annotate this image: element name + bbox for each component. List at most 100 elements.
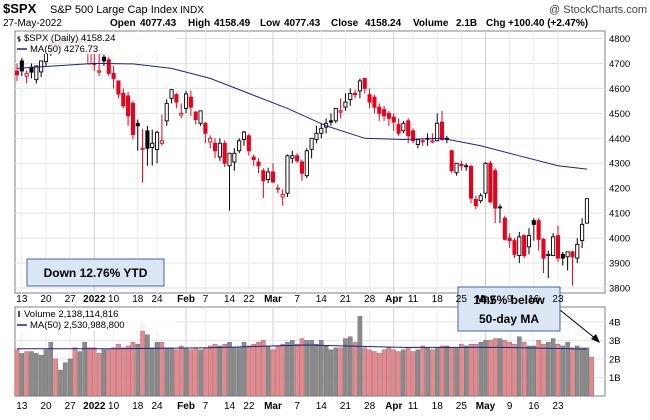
volume-bar bbox=[232, 347, 237, 397]
volume-x-tick-label: 9 bbox=[507, 401, 513, 412]
volume-bar bbox=[140, 323, 145, 397]
price-candle bbox=[565, 251, 570, 271]
volume-legend-swatch bbox=[18, 311, 20, 317]
candle-body bbox=[522, 235, 527, 257]
candle-body bbox=[97, 70, 102, 73]
volume-bar bbox=[492, 338, 498, 397]
price-candle bbox=[261, 168, 266, 199]
candle-body bbox=[295, 155, 300, 162]
candle-body bbox=[420, 140, 425, 143]
price-x-tick-label: 24 bbox=[152, 294, 164, 305]
price-x-tick-label: 9 bbox=[507, 294, 513, 305]
candle-body bbox=[555, 235, 561, 259]
price-candle bbox=[251, 154, 256, 166]
candle-body bbox=[406, 120, 411, 137]
volume-bar bbox=[299, 338, 305, 397]
price-legend-text: $SPX (Daily) 4158.24 bbox=[24, 33, 115, 44]
volume-bar bbox=[256, 342, 261, 397]
price-candle bbox=[367, 88, 372, 109]
volume-bar bbox=[478, 342, 483, 397]
price-candle bbox=[145, 125, 150, 166]
volume-x-tick-label: 7 bbox=[203, 401, 209, 412]
volume-bar bbox=[48, 342, 54, 397]
price-candle bbox=[343, 93, 348, 111]
price-candle bbox=[155, 130, 160, 164]
volume-bar bbox=[497, 338, 503, 397]
price-candle bbox=[106, 57, 111, 76]
volume-x-tick-label: 7 bbox=[294, 401, 300, 412]
volume-bar bbox=[405, 347, 411, 397]
price-candle bbox=[517, 231, 522, 264]
candle-body bbox=[290, 155, 295, 159]
volume-bar bbox=[565, 342, 570, 397]
volume-bar bbox=[381, 349, 387, 397]
price-x-tick-label: 13 bbox=[16, 294, 28, 305]
candle-body bbox=[468, 166, 474, 199]
price-candle bbox=[270, 163, 276, 184]
exchange-label: INDX bbox=[180, 5, 204, 16]
volume-bar bbox=[410, 351, 416, 397]
price-candle bbox=[353, 89, 358, 99]
volume-bar bbox=[541, 343, 546, 397]
price-candle bbox=[401, 120, 406, 134]
price-candle bbox=[333, 107, 338, 124]
volume-bar bbox=[507, 342, 512, 397]
volume-bar bbox=[304, 340, 310, 397]
candle-body bbox=[251, 156, 256, 160]
price-candle bbox=[541, 238, 546, 274]
volume-bar bbox=[145, 334, 150, 397]
low-label: Low bbox=[260, 18, 280, 29]
price-candle bbox=[121, 88, 126, 109]
volume-bar bbox=[92, 347, 97, 397]
volume-legend: Volume 2,138,114,816 MA(50) 2,530,988,80… bbox=[16, 308, 176, 331]
volume-bar bbox=[570, 347, 575, 397]
volume-bar bbox=[314, 343, 319, 397]
candle-body bbox=[203, 122, 208, 134]
price-candle bbox=[348, 88, 353, 106]
candle-body bbox=[101, 56, 106, 62]
ytd-annotation-box bbox=[26, 258, 165, 287]
candle-body bbox=[367, 94, 372, 103]
volume-ma-legend-text: MA(50) 2,530,988,800 bbox=[30, 320, 125, 331]
volume-x-tick-label: 18 bbox=[432, 401, 444, 412]
ma-annotation-line2: 50-day MA bbox=[479, 312, 539, 326]
price-legend-bg bbox=[16, 32, 176, 54]
volume-bar bbox=[290, 340, 295, 397]
price-candle bbox=[183, 90, 189, 114]
price-candle bbox=[130, 100, 135, 140]
price-x-tick-label: 7 bbox=[203, 294, 209, 305]
volume-legend-text: Volume 2,138,114,816 bbox=[24, 309, 118, 320]
volume-bar bbox=[294, 343, 300, 397]
open-value: 4077.43 bbox=[140, 18, 177, 29]
candle-body bbox=[546, 253, 551, 257]
volume-bar bbox=[217, 345, 223, 397]
volume-bar bbox=[454, 347, 459, 397]
candle-body bbox=[497, 206, 503, 209]
volume-x-tick-label: 21 bbox=[340, 401, 352, 412]
volume-ma50-line bbox=[17, 344, 587, 350]
ma-annotation-arrow-line bbox=[559, 309, 597, 340]
price-candle bbox=[19, 57, 24, 76]
price-candle bbox=[319, 123, 324, 139]
volume-bar bbox=[174, 349, 179, 397]
volume-bar bbox=[449, 347, 454, 397]
price-x-tick-label: 11 bbox=[408, 294, 419, 305]
price-candle bbox=[362, 77, 367, 94]
candle-body bbox=[338, 110, 343, 113]
volume-x-tick-label: 11 bbox=[408, 401, 419, 412]
candle-body bbox=[353, 92, 358, 96]
volume-bar bbox=[536, 340, 541, 397]
price-x-tick-label: 18 bbox=[432, 294, 444, 305]
volume-x-tick-label: 16 bbox=[528, 401, 540, 412]
price-candle bbox=[309, 137, 314, 159]
price-x-axis-labels: 13 20 27 2022 10 18 24 Feb 7 14 22 Mar 7 14 21 28 Apr 11 1… bbox=[16, 294, 564, 305]
volume-bar bbox=[135, 343, 140, 397]
candle-body bbox=[188, 96, 193, 108]
volume-bar bbox=[343, 338, 348, 397]
volume-bar bbox=[261, 340, 266, 397]
price-candle bbox=[512, 238, 517, 259]
volume-x-tick-label: 14 bbox=[224, 401, 236, 412]
volume-x-tick-label: 25 bbox=[456, 401, 468, 412]
price-y-tick-label: 4800 bbox=[609, 34, 630, 45]
